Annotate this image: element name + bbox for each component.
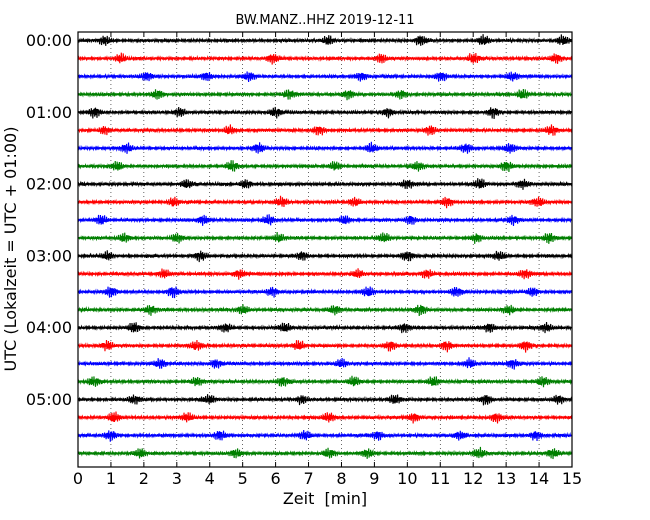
y-tick-label: 02:00 — [26, 175, 72, 194]
x-tick-label: 0 — [73, 469, 83, 488]
x-tick-label: 7 — [303, 469, 313, 488]
trace-row-0100 — [77, 106, 573, 119]
trace-row-0500 — [77, 394, 573, 406]
y-tick-label: 03:00 — [26, 246, 72, 265]
trace-row-0345 — [77, 304, 573, 316]
trace-row-0445 — [77, 375, 573, 388]
x-tick-label: 10 — [397, 469, 417, 488]
trace-row-0415 — [77, 339, 573, 353]
y-tick-label: 01:00 — [26, 103, 72, 122]
x-axis-label: Zeit [min] — [283, 489, 367, 508]
x-tick-label: 6 — [271, 469, 281, 488]
trace-row-0315 — [77, 268, 573, 280]
trace-row-0245 — [77, 232, 573, 244]
x-tick-label: 4 — [205, 469, 215, 488]
x-tick-label: 2 — [139, 469, 149, 488]
x-axis-ticks: 0 1 2 3 4 5 6 7 8 9 10 11 12 13 14 15 — [73, 32, 582, 488]
vertical-grid — [110, 32, 540, 467]
trace-row-0400 — [77, 322, 573, 334]
trace-row-0330 — [77, 286, 573, 299]
trace-row-0000 — [77, 34, 573, 46]
trace-row-0215 — [77, 195, 573, 209]
y-tick-label: 00:00 — [26, 31, 72, 50]
trace-row-0230 — [77, 214, 573, 227]
y-axis-ticks: 00:00 01:00 02:00 03:00 04:00 05:00 — [26, 31, 572, 409]
x-tick-label: 9 — [369, 469, 379, 488]
trace-row-0545 — [77, 446, 573, 460]
x-tick-label: 11 — [430, 469, 450, 488]
trace-row-0515 — [77, 411, 573, 424]
x-tick-label: 8 — [336, 469, 346, 488]
trace-row-0045 — [77, 89, 573, 101]
trace-row-0115 — [77, 124, 573, 136]
trace-row-0530 — [77, 429, 573, 442]
trace-row-0430 — [77, 357, 573, 370]
y-axis-label: UTC (Lokalzeit = UTC + 01:00) — [1, 127, 20, 372]
trace-row-0300 — [77, 250, 573, 263]
x-tick-label: 15 — [562, 469, 582, 488]
trace-row-0200 — [77, 178, 573, 190]
x-tick-label: 14 — [529, 469, 549, 488]
x-tick-label: 3 — [172, 469, 182, 488]
trace-row-0015 — [77, 52, 573, 65]
chart-title: BW.MANZ..HHZ 2019-12-11 — [235, 13, 414, 28]
x-tick-label: 1 — [106, 469, 116, 488]
x-tick-label: 5 — [238, 469, 248, 488]
plot-frame — [77, 31, 573, 468]
y-tick-label: 04:00 — [26, 318, 72, 337]
x-tick-label: 12 — [463, 469, 483, 488]
trace-row-0145 — [77, 160, 573, 173]
seismogram-traces — [77, 34, 573, 460]
trace-row-0130 — [77, 141, 573, 154]
x-tick-label: 13 — [496, 469, 516, 488]
trace-row-0030 — [77, 71, 573, 83]
y-tick-label: 05:00 — [26, 390, 72, 409]
